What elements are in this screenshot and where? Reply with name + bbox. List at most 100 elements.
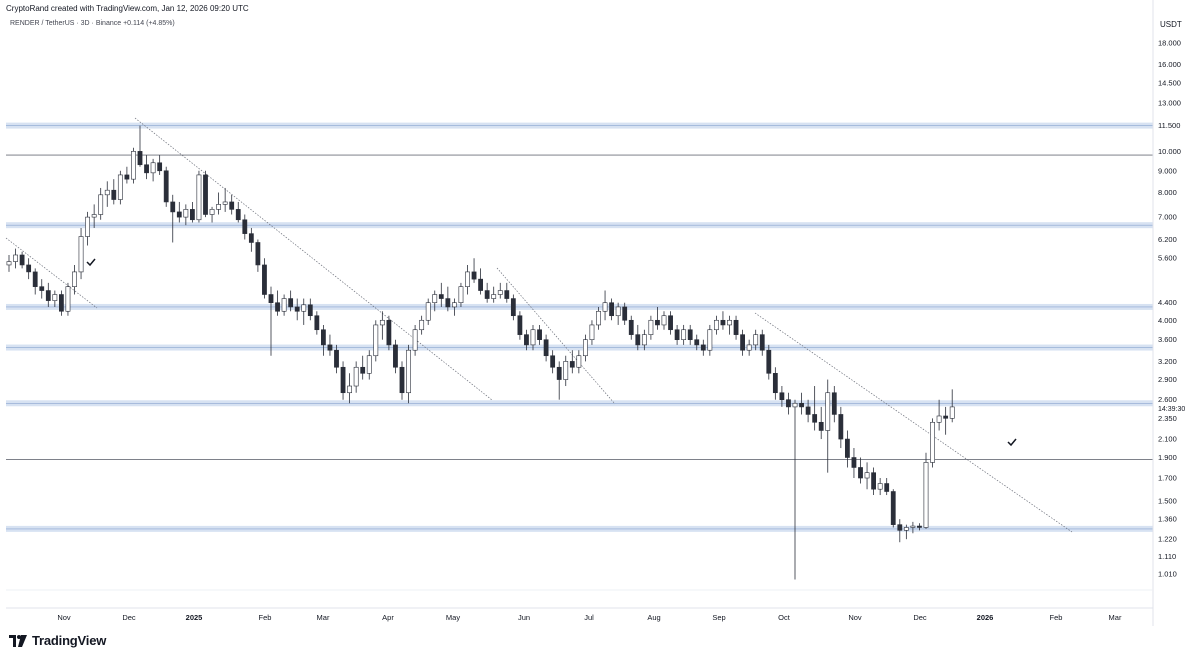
candle-143 — [943, 406, 949, 435]
candle-100 — [661, 311, 667, 330]
candle-77 — [510, 294, 516, 321]
candle-body — [451, 302, 457, 308]
candle-body — [262, 264, 267, 295]
trendline-4 — [754, 312, 1073, 533]
price-tick-label: 3.200 — [1158, 357, 1177, 366]
candle-body — [805, 406, 811, 415]
price-tick-label: 2.600 — [1158, 395, 1177, 404]
candle-12 — [85, 211, 90, 246]
candle-8 — [58, 290, 64, 316]
candle-body — [275, 302, 280, 312]
candle-body — [301, 304, 307, 312]
candle-body — [478, 278, 483, 291]
time-axis: Nov Dec 2025 Feb Mar Apr May Jun Jul Aug Sep Oct Nov… — [57, 613, 1122, 622]
candle-body — [268, 294, 274, 304]
tradingview-logo-icon — [9, 634, 27, 647]
candle-body — [176, 211, 182, 218]
horizontal-levels — [6, 154, 1153, 460]
candle-137 — [903, 524, 909, 540]
candle-body — [484, 290, 490, 299]
price-tick-label: 1.220 — [1158, 535, 1177, 544]
candle-body — [117, 174, 123, 200]
candle-107 — [707, 324, 713, 356]
time-tick-label: Dec — [913, 613, 927, 622]
candle-body — [19, 254, 25, 266]
candle-body — [229, 201, 235, 210]
candle-body — [838, 414, 844, 440]
candle-body — [884, 483, 890, 492]
candle-122 — [805, 399, 811, 423]
candle-body — [412, 329, 418, 351]
candle-45 — [301, 298, 307, 325]
candle-body — [923, 462, 929, 528]
candle-117 — [772, 367, 778, 400]
candle-86 — [569, 350, 575, 374]
candle-body — [818, 421, 824, 431]
candle-67 — [445, 286, 451, 312]
candle-63 — [419, 315, 425, 335]
tradingview-logo[interactable]: TradingView — [8, 633, 106, 648]
candle-body — [871, 472, 876, 490]
candle-body — [524, 334, 529, 346]
candle-85 — [563, 355, 569, 387]
candle-body — [668, 315, 673, 331]
candle-31 — [209, 206, 215, 223]
candle-body — [334, 349, 339, 368]
support-resistance-zones — [6, 122, 1153, 532]
candle-body — [930, 421, 935, 463]
candle-body — [104, 189, 110, 196]
candle-89 — [589, 320, 595, 345]
price-tick-label: 7.000 — [1158, 213, 1177, 222]
candle-body — [602, 302, 608, 312]
candle-60 — [399, 361, 405, 400]
candle-body — [458, 286, 464, 304]
candle-96 — [635, 324, 641, 351]
candle-52 — [347, 373, 352, 404]
price-tick-label: 1.110 — [1158, 552, 1176, 561]
candle-body — [491, 294, 497, 299]
candle-body — [831, 392, 837, 415]
candle-132 — [871, 467, 876, 496]
time-tick-label: Oct — [778, 613, 791, 622]
candle-body — [727, 319, 732, 326]
candle-body — [648, 319, 654, 335]
price-tick-label: 10.000 — [1158, 147, 1181, 156]
candle-105 — [694, 334, 700, 351]
candle-body — [26, 264, 32, 273]
time-tick-label: Dec — [122, 613, 136, 622]
candle-body — [517, 315, 523, 335]
candle-128 — [844, 430, 850, 468]
candle-70 — [465, 264, 470, 295]
candle-body — [360, 366, 366, 374]
candle-69 — [458, 282, 464, 307]
candle-116 — [766, 344, 772, 380]
candle-76 — [504, 282, 510, 303]
candle-99 — [655, 306, 660, 330]
price-tick-label: 2.900 — [1158, 375, 1177, 384]
price-tick-label: 1.700 — [1158, 474, 1177, 483]
candle-body — [406, 349, 411, 394]
candle-49 — [327, 334, 333, 356]
candle-10 — [72, 264, 77, 295]
candle-body — [137, 151, 143, 166]
candle-body — [386, 319, 392, 346]
candle-9 — [65, 282, 71, 316]
candle-33 — [222, 187, 228, 212]
candle-body — [556, 366, 562, 380]
candle-body — [32, 271, 38, 287]
time-tick-label: Sep — [712, 613, 725, 622]
price-tick-label: 18.000 — [1158, 39, 1181, 48]
candle-79 — [524, 329, 529, 351]
candle-106 — [700, 339, 706, 356]
time-tick-label: 2025 — [186, 613, 203, 622]
candle-136 — [897, 519, 903, 543]
candle-body — [772, 373, 778, 394]
candle-body — [615, 306, 621, 317]
candle-body — [864, 472, 870, 479]
candle-27 — [183, 204, 189, 226]
candle-81 — [537, 324, 542, 345]
candlestick-series — [6, 125, 955, 580]
candle-16 — [111, 179, 117, 205]
candle-body — [281, 298, 287, 312]
